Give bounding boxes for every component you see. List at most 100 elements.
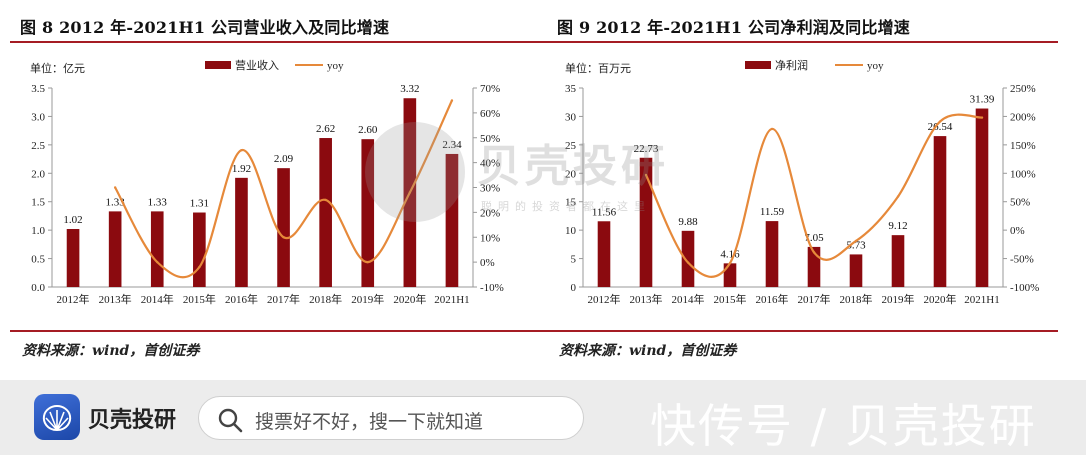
x-tick-label: 2016年 (756, 292, 789, 306)
revenue-chart: 单位：亿元 营业收入 yoy 0.0 0.5 1.0 1.5 2.0 2.5 3.0 3.5 -10%… (30, 58, 504, 306)
yoy-point (366, 260, 369, 264)
x-tick-label: 2019年 (351, 292, 384, 306)
title-rule (10, 41, 543, 43)
bar (277, 168, 290, 287)
shell-icon (42, 404, 72, 432)
search-placeholder[interactable]: 搜票好不好，搜一下就知道 (255, 411, 484, 433)
x-tick-label: 2020年 (924, 292, 957, 306)
bar-value-label: 11.56 (592, 206, 617, 218)
bar-value-label: 2.60 (358, 124, 378, 136)
bar-value-label: 4.16 (720, 248, 740, 260)
unit-label: 单位：百万元 (565, 61, 631, 75)
y2-tick-label: 70% (480, 83, 500, 95)
bar (108, 211, 122, 287)
yoy-point (644, 173, 648, 177)
bar (361, 139, 375, 287)
y-tick-label: 3.5 (31, 83, 45, 95)
bar (975, 108, 989, 288)
bar-value-label: 5.73 (846, 239, 866, 251)
yoy-point (854, 239, 858, 243)
brand-name[interactable]: 贝壳投研 (88, 408, 177, 433)
y2-tick-label: 60% (480, 108, 500, 120)
y2-tick-label: 0% (1010, 225, 1025, 237)
y2-tick-label: -100% (1010, 282, 1039, 294)
legend-line-label: yoy (327, 60, 344, 72)
bar (235, 177, 248, 287)
legend: 净利润 yoy (745, 58, 884, 72)
x-tick-label: 2014年 (672, 292, 705, 306)
bar-value-label: 9.88 (678, 216, 698, 228)
y-tick-label: 15 (565, 197, 577, 209)
profit-source: 资料来源：wind，首创证券 (559, 343, 737, 359)
y-tick-label: 2.0 (31, 168, 45, 180)
y2-tick-label: 200% (1010, 111, 1036, 123)
yoy-point (198, 265, 201, 269)
x-tick-label: 2019年 (882, 292, 915, 306)
x-tick-label: 2016年 (225, 292, 258, 306)
bar (933, 136, 947, 287)
y2-tick-label: 30% (480, 183, 500, 195)
yoy-point (408, 191, 412, 194)
x-tick-label: 2012年 (57, 292, 90, 306)
y-tick-label: 1.0 (31, 225, 45, 237)
y-tick-label: 35 (565, 83, 577, 95)
y2-tick-label: 100% (1010, 168, 1036, 180)
bar-value-label: 31.39 (970, 94, 995, 106)
yoy-point (812, 251, 816, 254)
revenue-chart-title: 图 8 2012 年-2021H1 公司营业收入及同比增速 (20, 18, 390, 37)
watermark-brand: 贝壳投研 (477, 141, 669, 192)
legend: 营业收入 yoy (205, 58, 344, 72)
yoy-point (282, 236, 285, 239)
unit-label: 单位：亿元 (30, 61, 85, 75)
bar-value-label: 22.73 (634, 143, 659, 155)
watermark: 贝壳投研 聪明的投资者都在这里 (365, 110, 705, 230)
bar (597, 221, 611, 287)
search-input[interactable]: 搜票好不好，搜一下就知道 (198, 396, 584, 440)
y2-tick-label: 250% (1010, 83, 1036, 95)
bar-value-label: 2.09 (274, 153, 294, 165)
yoy-point (896, 195, 900, 198)
bar (319, 138, 332, 287)
x-tick-label: 2013年 (630, 292, 663, 306)
y-tick-label: 25 (565, 140, 577, 152)
bar (639, 157, 653, 287)
bar-value-label: 1.33 (148, 196, 168, 208)
brand-logo[interactable] (34, 394, 80, 440)
watermark-channel-text: 快传号 / 贝壳投研 (650, 399, 1037, 453)
x-tick-label: 2020年 (393, 292, 426, 306)
bar-value-label: 1.31 (190, 198, 209, 210)
y2-tick-label: 40% (480, 158, 500, 170)
y-tick-label: 3.0 (31, 111, 45, 123)
x-tick-label: 2021H1 (434, 294, 469, 306)
y2-tick-label: 0% (480, 257, 495, 269)
yoy-point (686, 261, 690, 264)
yoy-point (156, 260, 159, 264)
bar (445, 153, 459, 287)
bar (681, 230, 695, 287)
profit-chart: 单位：百万元 净利润 yoy 0 5 10 15 20 25 30 35 -100% -50% 0% 50%… (565, 58, 1039, 306)
yoy-line (645, 113, 983, 278)
bottom-bar: 贝壳投研 搜票好不好，搜一下就知道 快传号 / 贝壳投研 (0, 380, 1086, 455)
legend-line-label: yoy (867, 60, 884, 72)
x-tick-label: 2015年 (183, 292, 216, 306)
y-tick-label: 1.5 (31, 197, 45, 209)
bar-value-label: 1.92 (232, 163, 251, 175)
y2-tick-label: 20% (480, 207, 500, 219)
bar (765, 221, 779, 287)
y-tick-label: 0 (571, 282, 577, 294)
bar-value-label: 9.12 (888, 220, 907, 232)
bar-value-label: 2.34 (442, 139, 462, 151)
legend-bar-swatch (205, 61, 231, 69)
bar (723, 263, 737, 287)
x-tick-label: 2018年 (840, 292, 873, 306)
y-tick-label: 30 (565, 111, 577, 123)
yoy-point (770, 127, 774, 131)
watermark-logo-icon (365, 122, 465, 222)
x-tick-label: 2012年 (588, 292, 621, 306)
y2-tick-label: 50% (480, 133, 500, 145)
legend-bar-swatch (745, 61, 771, 69)
yoy-point (240, 148, 243, 152)
x-tick-label: 2017年 (798, 292, 831, 306)
y-tick-label: 20 (565, 168, 577, 180)
search-icon[interactable] (217, 407, 243, 433)
